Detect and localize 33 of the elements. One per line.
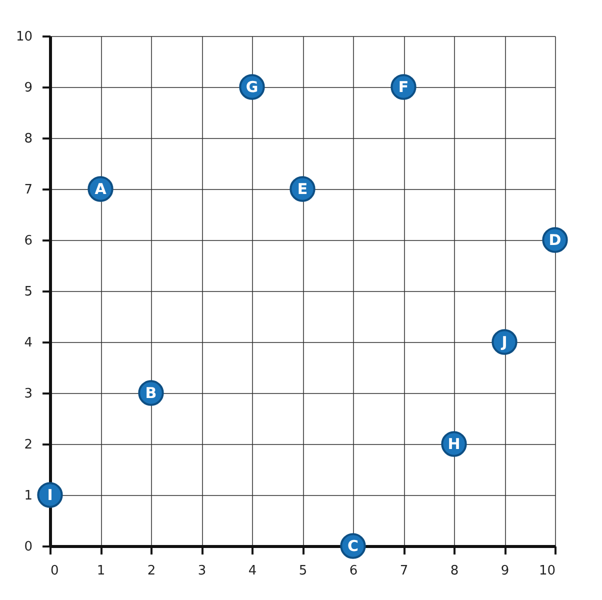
y-tick-label: 7	[24, 182, 32, 198]
annotation: J	[500, 333, 508, 351]
y-tick-label: 3	[24, 386, 32, 402]
annotation: F	[398, 78, 409, 96]
annotation: I	[47, 486, 53, 504]
point	[37, 482, 63, 508]
y-tick-label: 6	[24, 234, 32, 248]
y-tick-label: 5	[24, 284, 32, 300]
x-tick-label: 10	[538, 564, 556, 578]
y-tick-label: 0	[24, 540, 32, 554]
x-tick-label: 4	[248, 564, 257, 578]
x-tick-label: 9	[500, 564, 510, 578]
x-tick-label: 1	[96, 564, 106, 578]
y-tick-label: 1	[24, 488, 32, 504]
y-tick-label: 8	[24, 132, 32, 146]
annotation: G	[246, 78, 258, 96]
y-tick-label: 10	[16, 30, 32, 44]
annotation: C	[347, 537, 359, 555]
y-tick-label: 4	[24, 336, 32, 350]
y-tick-label: 2	[24, 438, 32, 452]
x-tick-label: 7	[400, 564, 408, 578]
x-tick-label: 2	[147, 564, 156, 578]
y-tick-label: 9	[24, 80, 32, 96]
annotation: A	[94, 180, 107, 198]
x-tick-label: 8	[450, 564, 459, 578]
annotation: B	[145, 384, 157, 402]
annotation: E	[297, 180, 308, 198]
x-tick-label: 6	[349, 564, 358, 578]
x-tick-label: 0	[50, 564, 59, 578]
annotation: H	[448, 435, 460, 453]
x-tick-label: 5	[298, 564, 308, 578]
x-tick-label: 3	[198, 564, 206, 578]
annotation: D	[548, 231, 562, 249]
